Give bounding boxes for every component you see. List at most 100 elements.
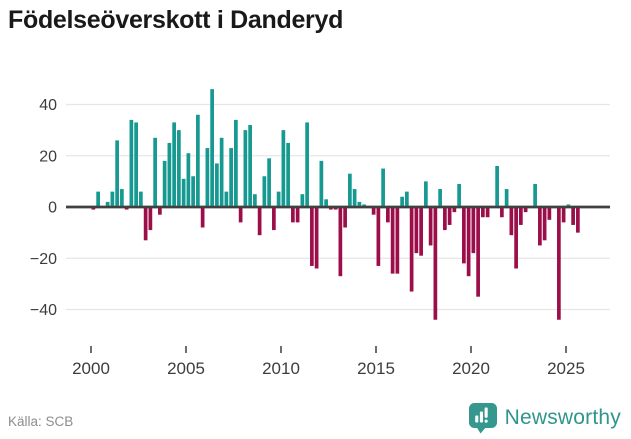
bar-2017-Q2	[419, 207, 423, 256]
bar-2022-Q1	[509, 207, 514, 236]
bar-2019-Q3	[462, 207, 466, 264]
bar-2007-Q1	[224, 191, 229, 208]
bar-2023-Q3	[538, 207, 542, 246]
bar-2009-Q2	[267, 158, 271, 207]
bar-2002-Q4	[143, 207, 148, 241]
bar-2014-Q2	[362, 204, 366, 207]
y-tick-label: 40	[39, 97, 57, 114]
bar-2019-Q2	[457, 183, 461, 207]
bar-2005-Q2	[191, 176, 195, 207]
bar-2012-Q4	[333, 207, 338, 210]
bar-2016-Q3	[405, 191, 409, 208]
bar-2020-Q3	[481, 207, 485, 218]
bar-2003-Q2	[153, 137, 157, 207]
y-tick-label: −40	[30, 302, 57, 319]
bar-2008-Q4	[257, 207, 262, 236]
bar-2019-Q1	[452, 207, 457, 213]
bar-2002-Q1	[129, 119, 134, 208]
bar-2007-Q2	[229, 148, 233, 207]
bar-2013-Q2	[343, 207, 347, 228]
bar-2020-Q2	[476, 207, 480, 297]
bar-2018-Q3	[443, 207, 447, 231]
bar-2023-Q2	[533, 183, 537, 207]
bar-2003-Q3	[158, 207, 162, 215]
bar-2025-Q2	[571, 207, 575, 225]
bar-2005-Q4	[200, 207, 205, 228]
bar-2021-Q4	[504, 189, 509, 207]
bar-2017-Q4	[428, 207, 433, 246]
bar-2007-Q3	[234, 119, 238, 208]
bar-2017-Q1	[414, 207, 419, 254]
bar-2010-Q2	[286, 142, 290, 207]
bar-2005-Q1	[186, 153, 191, 207]
bar-2004-Q1	[167, 142, 172, 207]
bar-2011-Q1	[300, 194, 305, 207]
bar-2022-Q3	[519, 207, 523, 225]
bar-2002-Q2	[134, 122, 138, 207]
bar-2011-Q4	[314, 207, 319, 269]
bar-2011-Q2	[305, 122, 309, 207]
bar-2008-Q3	[253, 194, 257, 207]
x-tick-label: 2025	[547, 359, 585, 378]
bar-2018-Q4	[447, 207, 452, 225]
bar-2009-Q4	[276, 191, 281, 208]
bar-2001-Q4	[124, 207, 129, 210]
bar-2013-Q3	[348, 173, 352, 207]
bar-2015-Q4	[390, 207, 395, 274]
bar-2010-Q4	[295, 207, 300, 223]
bar-2003-Q1	[148, 207, 153, 231]
x-tick-label: 2005	[167, 359, 205, 378]
bar-2015-Q3	[386, 207, 390, 223]
bar-2016-Q1	[395, 207, 400, 274]
bar-2000-Q2	[96, 191, 100, 208]
bar-2024-Q4	[561, 207, 566, 223]
bar-2004-Q2	[172, 122, 176, 207]
bar-2023-Q4	[542, 207, 547, 241]
x-tick-label: 2000	[72, 359, 110, 378]
bar-2015-Q1	[376, 207, 381, 266]
bar-2012-Q1	[319, 160, 324, 208]
bar-2002-Q3	[139, 191, 143, 208]
bar-2025-Q1	[566, 204, 571, 207]
bar-2000-Q1	[91, 207, 96, 210]
bar-2014-Q4	[371, 207, 376, 215]
newsworthy-badge-icon	[468, 403, 497, 434]
bar-2010-Q1	[281, 130, 286, 208]
bar-2006-Q3	[215, 163, 219, 207]
newsworthy-wordmark: Newsworthy	[504, 406, 621, 429]
bar-2017-Q3	[424, 181, 428, 208]
bar-2008-Q2	[248, 125, 252, 207]
bar-2012-Q3	[329, 207, 333, 210]
bar-2025-Q3	[576, 207, 580, 233]
y-tick-label: 20	[39, 148, 57, 165]
bar-2003-Q4	[162, 160, 167, 208]
bar-2019-Q4	[466, 207, 471, 277]
bar-2011-Q3	[310, 207, 314, 266]
page-title: Födelseöverskott i Danderyd	[8, 6, 344, 34]
bar-2012-Q2	[324, 199, 328, 207]
x-tick-label: 2020	[452, 359, 490, 378]
bar-2008-Q1	[243, 130, 248, 208]
bar-2020-Q1	[471, 207, 476, 254]
bar-2007-Q4	[238, 207, 243, 223]
bar-2024-Q1	[547, 207, 552, 220]
bar-2006-Q4	[219, 137, 224, 207]
source-label: Källa: SCB	[8, 414, 74, 429]
bar-2022-Q4	[523, 207, 528, 213]
bar-2022-Q2	[514, 207, 518, 269]
bar-2006-Q2	[210, 89, 214, 208]
bar-2001-Q2	[115, 140, 119, 208]
bar-2021-Q2	[495, 166, 499, 207]
newsworthy-logo[interactable]: Newsworthy	[468, 402, 621, 434]
bar-2000-Q4	[105, 201, 110, 208]
y-tick-label: −20	[30, 251, 57, 268]
bar-2021-Q3	[500, 207, 504, 218]
bar-2001-Q1	[110, 191, 115, 208]
bar-2018-Q2	[438, 189, 442, 207]
bar-2005-Q3	[196, 114, 200, 207]
bar-2018-Q1	[433, 207, 438, 320]
bar-2013-Q4	[352, 189, 357, 207]
bar-2024-Q3	[557, 207, 561, 320]
